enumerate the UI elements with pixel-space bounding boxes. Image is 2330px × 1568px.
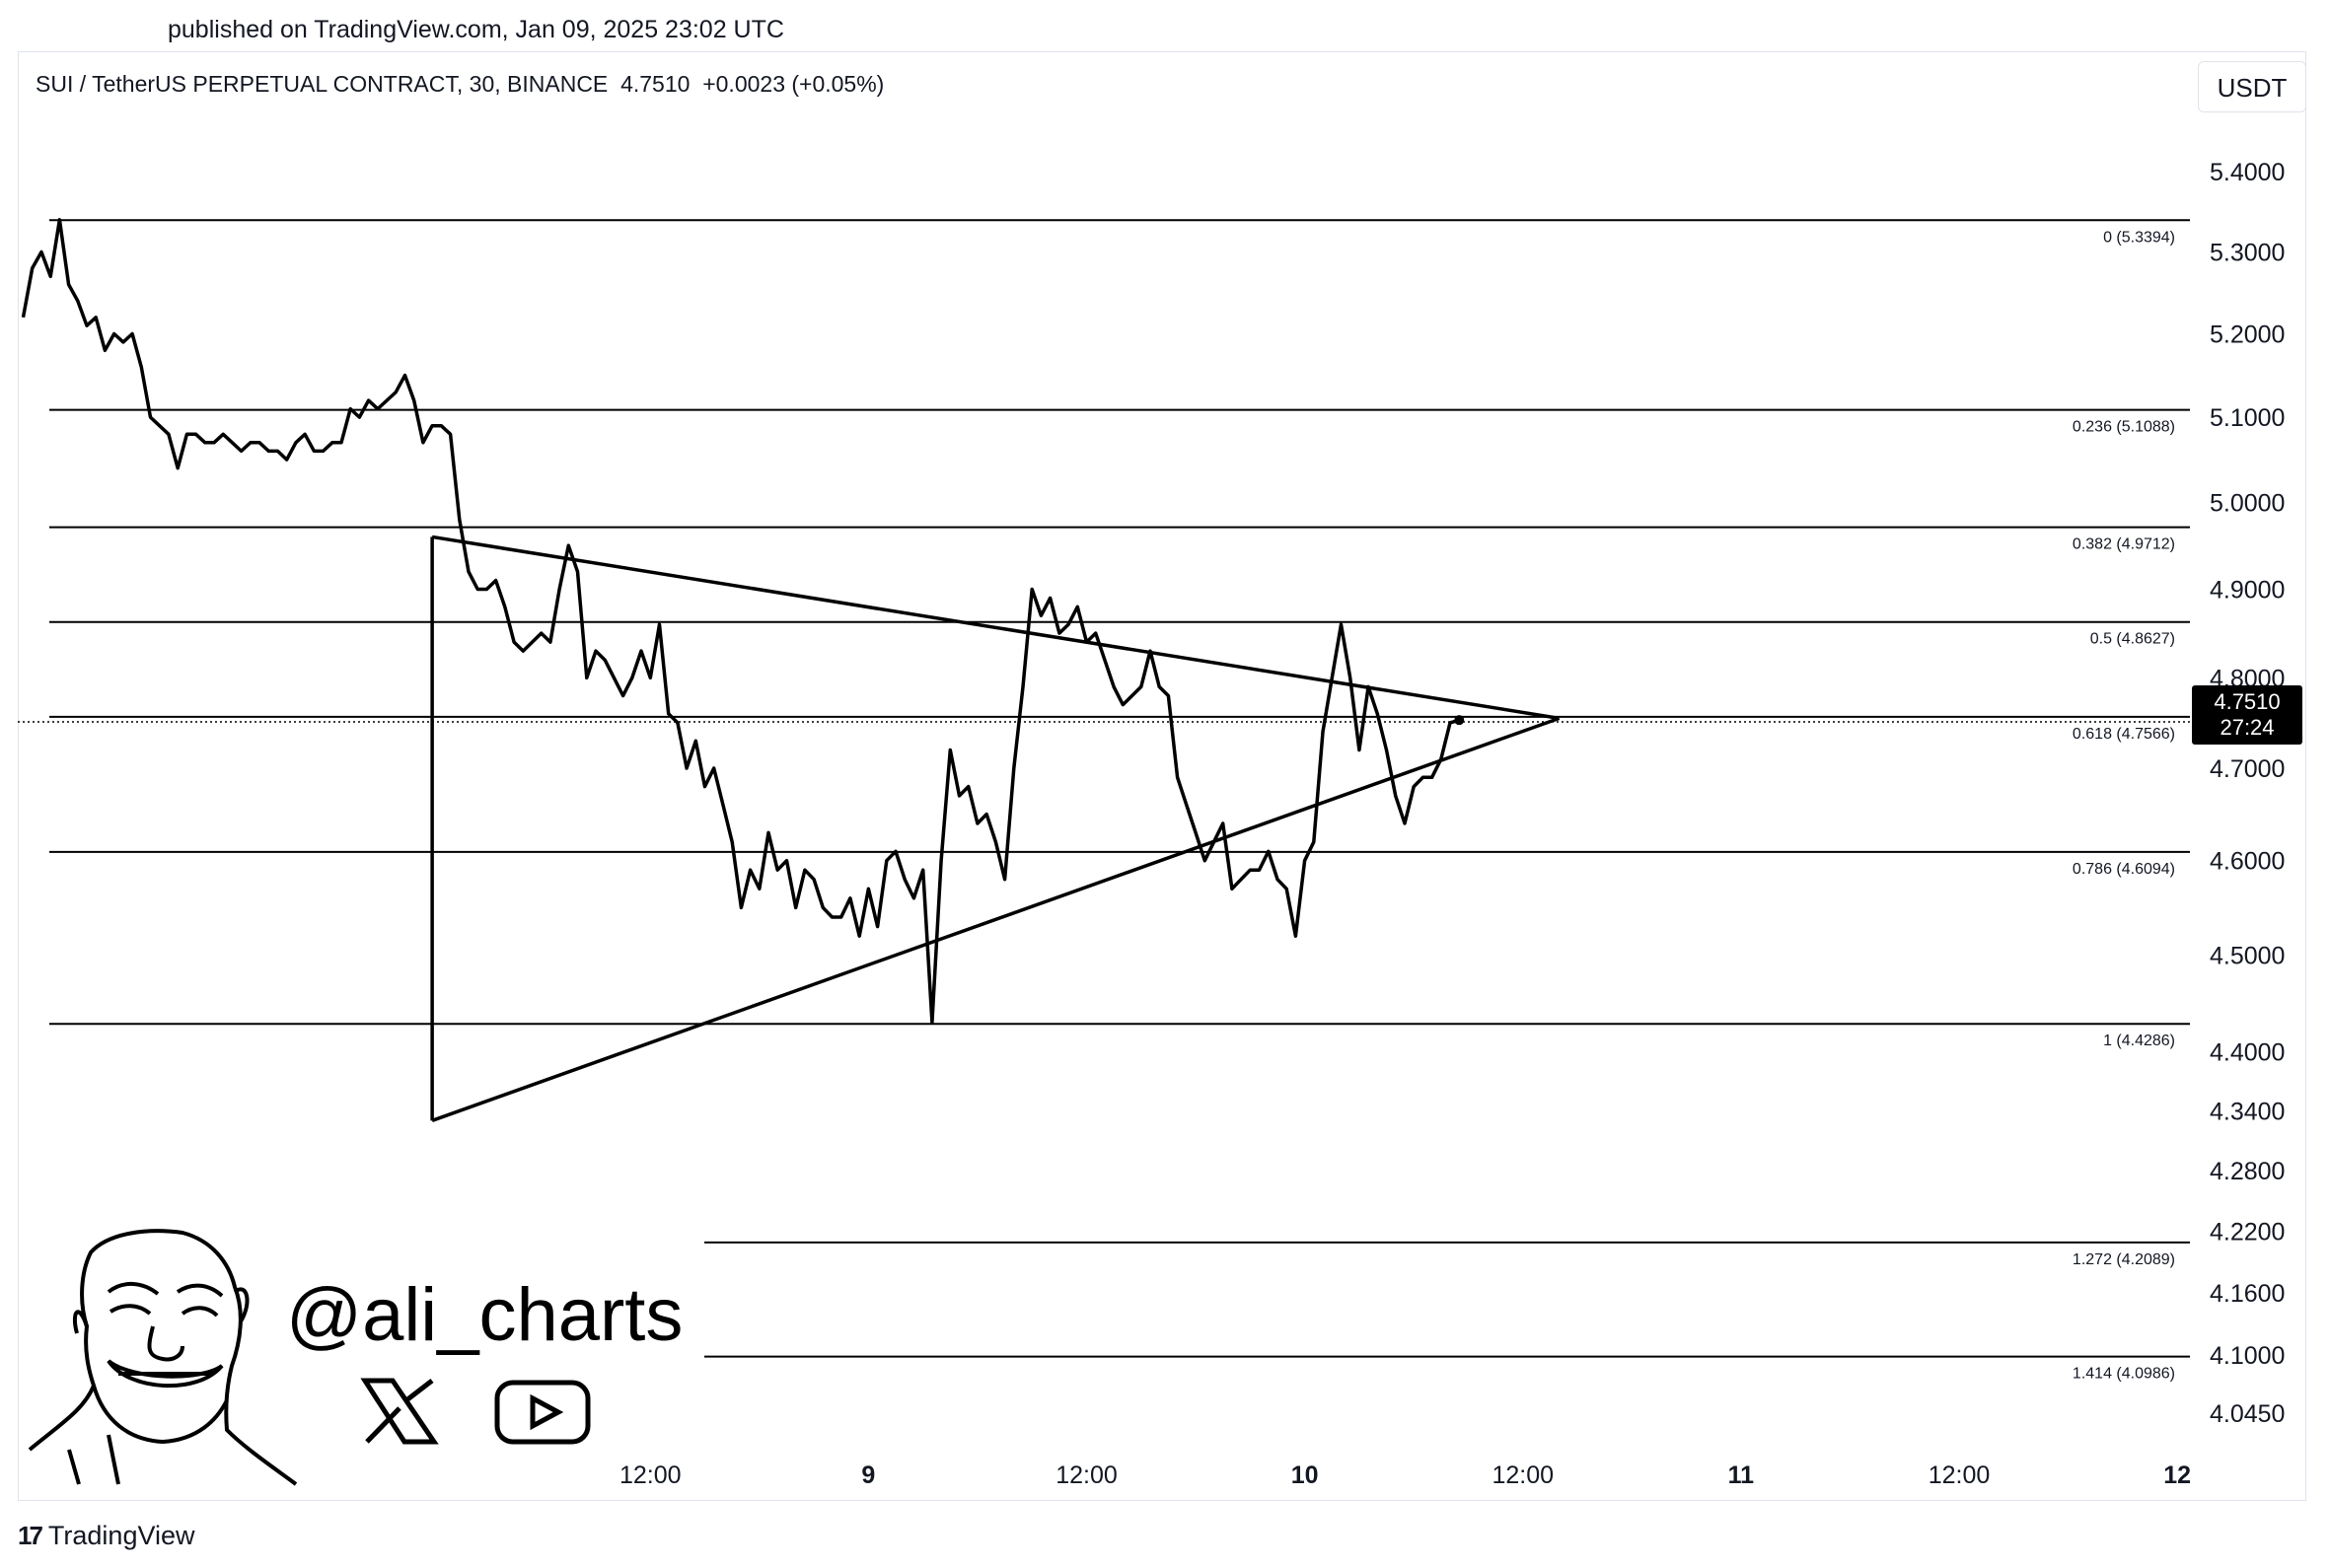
triangle-pattern xyxy=(430,535,1561,1122)
last-price: 4.7510 xyxy=(620,71,691,97)
fib-level-label-6: 1 (4.4286) xyxy=(2103,1033,2175,1049)
footer-brand[interactable]: 17 TradingView xyxy=(18,1519,195,1552)
triangle-lower-trendline[interactable] xyxy=(431,716,1561,1122)
fib-level-label-8: 1.414 (4.0986) xyxy=(2073,1366,2175,1383)
price-line[interactable] xyxy=(21,218,1460,1025)
published-note: published on TradingView.com, Jan 09, 20… xyxy=(168,16,784,43)
avatar-caricature xyxy=(28,1229,298,1486)
y-tick-label-8: 4.6000 xyxy=(2210,848,2285,876)
youtube-icon[interactable] xyxy=(494,1380,591,1445)
x-tick-label-0: 12:00 xyxy=(619,1461,682,1489)
y-tick-label-0: 5.4000 xyxy=(2210,159,2285,186)
currency-button[interactable]: USDT xyxy=(2198,61,2306,112)
fib-level-label-7: 1.272 (4.2089) xyxy=(2073,1251,2175,1268)
bar-countdown: 27:24 xyxy=(2220,715,2275,740)
current-price-tag: 4.7510 27:24 xyxy=(2192,685,2302,745)
symbol-name[interactable]: SUI / TetherUS PERPETUAL CONTRACT, 30, B… xyxy=(36,71,609,97)
y-tick-label-9: 4.5000 xyxy=(2210,943,2285,970)
chart-frame xyxy=(18,51,2306,1501)
y-tick-label-3: 5.1000 xyxy=(2210,404,2285,432)
price-series xyxy=(21,218,1465,1025)
x-tick-label-4: 12:00 xyxy=(1492,1461,1554,1489)
triangle-upper-trendline[interactable] xyxy=(431,535,1560,721)
y-tick-label-14: 4.1600 xyxy=(2210,1280,2285,1308)
fib-level-label-5: 0.786 (4.6094) xyxy=(2073,861,2175,878)
symbol-legend: SUI / TetherUS PERPETUAL CONTRACT, 30, B… xyxy=(36,71,884,98)
fib-level-label-1: 0.236 (5.1088) xyxy=(2073,419,2175,436)
fib-level-label-3: 0.5 (4.8627) xyxy=(2090,631,2175,648)
y-tick-label-2: 5.2000 xyxy=(2210,321,2285,349)
y-tick-label-16: 4.0450 xyxy=(2210,1400,2285,1428)
fib-level-label-2: 0.382 (4.9712) xyxy=(2073,536,2175,553)
y-tick-label-1: 5.3000 xyxy=(2210,240,2285,267)
fibonacci-levels: 0 (5.3394) 0.236 (5.1088) 0.382 (4.9712) 0.… xyxy=(18,219,2192,1383)
y-tick-label-4: 5.0000 xyxy=(2210,489,2285,517)
y-axis: 5.40005.30005.20005.10005.00004.90004.80… xyxy=(2210,159,2285,1428)
tradingview-logo-icon: 17 xyxy=(18,1520,43,1550)
y-tick-label-15: 4.1000 xyxy=(2210,1342,2285,1370)
last-price-dot xyxy=(1454,715,1465,726)
y-tick-label-10: 4.4000 xyxy=(2210,1038,2285,1066)
y-tick-label-5: 4.9000 xyxy=(2210,576,2285,604)
watermark-handle: @ali_charts xyxy=(286,1273,684,1357)
price-change: +0.0023 (+0.05%) xyxy=(702,71,885,97)
x-tick-label-1: 9 xyxy=(861,1461,875,1489)
x-axis: 12:00 9 12:00 10 12:00 11 12:00 12 xyxy=(619,1461,2191,1489)
x-tick-label-6: 12:00 xyxy=(1929,1461,1991,1489)
y-tick-label-11: 4.3400 xyxy=(2210,1098,2285,1125)
x-tick-label-3: 10 xyxy=(1291,1461,1319,1489)
y-tick-label-7: 4.7000 xyxy=(2210,755,2285,783)
fib-level-label-0: 0 (5.3394) xyxy=(2103,229,2175,246)
x-logo-icon[interactable] xyxy=(360,1378,439,1445)
footer-brand-text: TradingView xyxy=(47,1520,195,1550)
x-tick-label-2: 12:00 xyxy=(1056,1461,1118,1489)
y-tick-label-12: 4.2800 xyxy=(2210,1158,2285,1185)
x-tick-label-7: 12 xyxy=(2163,1461,2191,1489)
y-tick-label-13: 4.2200 xyxy=(2210,1218,2285,1246)
fib-level-label-4: 0.618 (4.7566) xyxy=(2073,726,2175,743)
x-tick-label-5: 11 xyxy=(1728,1461,1755,1489)
current-price-value: 4.7510 xyxy=(2214,689,2281,714)
